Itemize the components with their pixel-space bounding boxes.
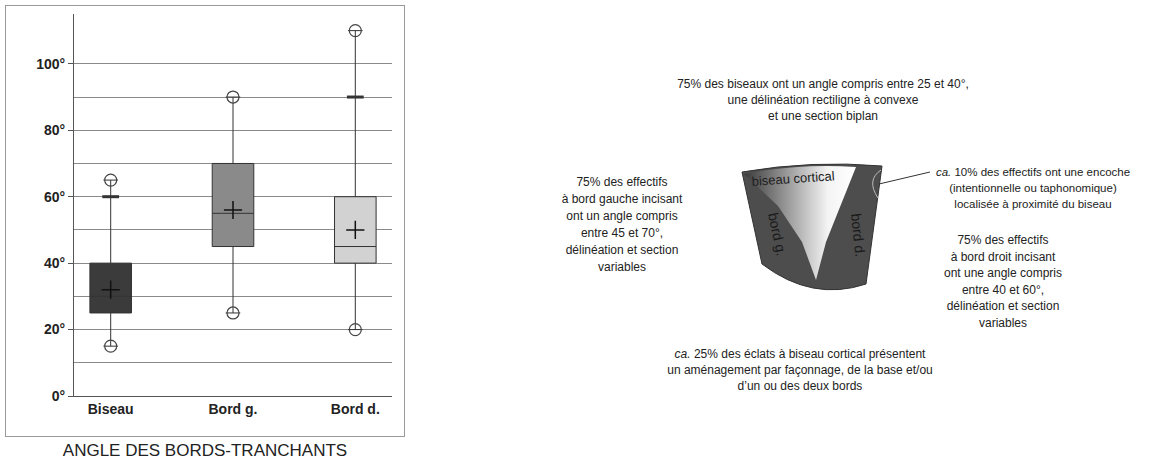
svg-text:ont un angle compris: ont un angle compris <box>566 209 677 223</box>
svg-text:Bord d.: Bord d. <box>331 401 380 417</box>
svg-text:et une section biplan: et une section biplan <box>768 109 878 123</box>
svg-text:75% des effectifs: 75% des effectifs <box>576 175 667 189</box>
svg-text:ont une angle compris: ont une angle compris <box>944 266 1062 280</box>
svg-text:bord d.: bord d. <box>848 213 868 258</box>
svg-text:40°: 40° <box>44 255 65 271</box>
svg-text:100°: 100° <box>36 56 65 72</box>
svg-text:à bord gauche incisant: à bord gauche incisant <box>562 192 683 206</box>
svg-text:variables: variables <box>598 260 646 274</box>
svg-text:ca. 10% des effectifs ont une: ca. 10% des effectifs ont une encoche <box>936 166 1130 178</box>
svg-text:biseau cortical: biseau cortical <box>751 168 835 189</box>
svg-text:d’un ou des deux bords: d’un ou des deux bords <box>738 379 863 393</box>
svg-text:20°: 20° <box>44 321 65 337</box>
svg-text:60°: 60° <box>44 189 65 205</box>
svg-text:Bord g.: Bord g. <box>209 401 258 417</box>
svg-text:variables: variables <box>979 316 1027 330</box>
svg-text:(intentionnelle ou taphonomiqu: (intentionnelle ou taphonomique) <box>949 182 1117 194</box>
svg-text:une délinéation rectiligne à c: une délinéation rectiligne à convexe <box>728 93 919 107</box>
svg-text:ca. 25% des éclats à biseau co: ca. 25% des éclats à biseau cortical pré… <box>675 347 926 361</box>
svg-text:entre 40 et 60°,: entre 40 et 60°, <box>962 283 1044 297</box>
svg-text:75% des effectifs: 75% des effectifs <box>957 233 1048 247</box>
svg-text:75% des biseaux ont un angle c: 75% des biseaux ont un angle compris ent… <box>677 77 969 91</box>
svg-text:entre 45 et 70°,: entre 45 et 70°, <box>581 226 663 240</box>
svg-text:à bord droit incisant: à bord droit incisant <box>951 250 1056 264</box>
svg-text:Biseau: Biseau <box>88 401 134 417</box>
svg-text:délinéation et section: délinéation et section <box>566 243 679 257</box>
svg-text:80°: 80° <box>44 122 65 138</box>
html-text:ANGLE DES BORDS-TRANCHANTS: ANGLE DES BORDS-TRANCHANTS <box>62 441 348 460</box>
svg-text:un aménagement par façonnage,: un aménagement par façonnage, de la base… <box>667 363 933 377</box>
svg-text:bord g.: bord g. <box>765 211 790 257</box>
svg-text:localisée à proximité du bisea: localisée à proximité du biseau <box>954 198 1111 210</box>
svg-text:0°: 0° <box>52 388 65 404</box>
svg-text:délinéation et section: délinéation et section <box>947 299 1060 313</box>
